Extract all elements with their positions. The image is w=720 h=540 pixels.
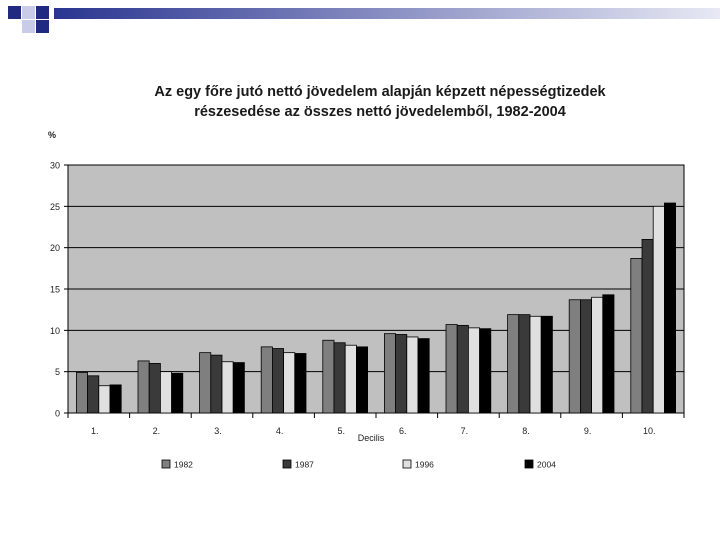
bar-2004 <box>540 315 553 414</box>
legend-label-1982: 1982 <box>174 460 193 470</box>
legend-label-1987: 1987 <box>295 460 314 470</box>
x-tick-label: 9. <box>584 426 592 436</box>
bar-1996 <box>221 361 234 414</box>
x-axis-label: Decilis <box>358 433 385 443</box>
deco-square-navy-1 <box>8 6 21 19</box>
bar-2004 <box>602 294 615 414</box>
bar-2004 <box>417 338 430 414</box>
bar-1987 <box>580 299 593 414</box>
y-tick-label: 5 <box>55 367 60 377</box>
bar-2004 <box>355 346 368 414</box>
bar-1996 <box>98 385 111 414</box>
bar-1996 <box>406 336 419 414</box>
bar-1982 <box>445 324 458 414</box>
bar-1982 <box>199 352 212 414</box>
bar-2004 <box>294 353 307 414</box>
deco-square-navy-3 <box>36 20 49 33</box>
bar-2004 <box>232 362 245 414</box>
deco-square-light-2 <box>22 20 35 33</box>
bar-1987 <box>210 354 223 414</box>
chart-title-line-1: Az egy főre jutó nettó jövedelem alapján… <box>154 84 606 100</box>
bar-1982 <box>383 333 396 414</box>
x-tick-label: 8. <box>522 426 530 436</box>
bar-1996 <box>591 296 604 414</box>
y-tick-label: 20 <box>50 243 60 253</box>
bar-1996 <box>652 205 665 414</box>
bar-1982 <box>260 346 273 414</box>
chart-title: Az egy főre jutó nettó jövedelem alapján… <box>70 82 690 122</box>
legend-swatch-1996 <box>402 459 412 469</box>
bar-1996 <box>467 327 480 414</box>
legend-swatch-1982 <box>161 459 171 469</box>
bar-2004 <box>664 202 677 414</box>
deco-square-light-1 <box>22 6 35 19</box>
legend-swatch-1987 <box>282 459 292 469</box>
bar-1982 <box>137 360 150 414</box>
x-tick-label: 1. <box>91 426 99 436</box>
x-tick-label: 2. <box>153 426 161 436</box>
bar-1987 <box>641 238 654 414</box>
bar-1982 <box>630 258 643 414</box>
bar-1987 <box>395 334 408 414</box>
legend-label-1996: 1996 <box>415 460 434 470</box>
bar-1982 <box>322 339 335 414</box>
bar-1982 <box>76 372 89 414</box>
x-tick-label: 10. <box>643 426 656 436</box>
bar-1987 <box>456 324 469 414</box>
bar-1982 <box>568 299 581 414</box>
y-axis-unit-label: % <box>48 130 56 140</box>
bar-1996 <box>159 371 172 414</box>
y-tick-label: 10 <box>50 326 60 336</box>
bar-1996 <box>283 352 296 414</box>
y-tick-label: 30 <box>50 161 60 171</box>
deco-square-navy-2 <box>36 6 49 19</box>
bar-1982 <box>507 314 520 414</box>
bar-1996 <box>344 344 357 414</box>
x-tick-label: 6. <box>399 426 407 436</box>
bar-2004 <box>171 372 184 414</box>
legend-swatch-2004 <box>524 459 534 469</box>
x-tick-label: 7. <box>461 426 469 436</box>
bar-1987 <box>148 362 161 414</box>
bar-1996 <box>529 315 542 414</box>
y-tick-label: 25 <box>50 202 60 212</box>
bar-1987 <box>271 348 284 414</box>
bar-1987 <box>518 314 531 414</box>
x-tick-label: 5. <box>337 426 345 436</box>
bar-2004 <box>479 328 492 414</box>
bar-2004 <box>109 384 122 414</box>
y-tick-label: 15 <box>50 285 60 295</box>
legend-label-2004: 2004 <box>537 460 556 470</box>
y-tick-label: 0 <box>55 409 60 419</box>
chart-title-line-2: részesedése az összes nettó jövedelemből… <box>194 104 566 120</box>
bar-1987 <box>333 342 346 414</box>
x-tick-label: 4. <box>276 426 284 436</box>
x-tick-label: 3. <box>214 426 222 436</box>
slide-decoration <box>8 6 720 33</box>
bar-1987 <box>87 375 100 414</box>
header-gradient-bar <box>54 8 720 19</box>
